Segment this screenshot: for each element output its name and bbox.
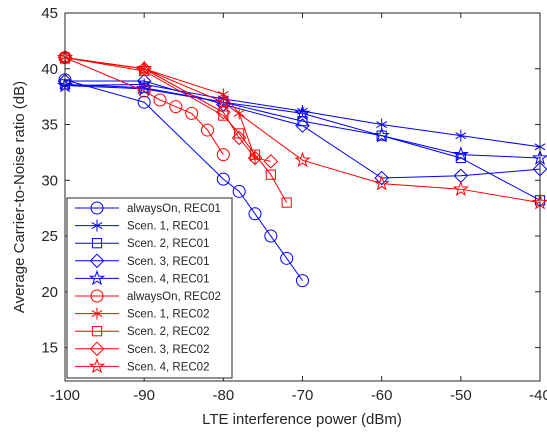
legend-marker-circle [90,201,104,215]
x-tick-label: -80 [212,387,234,404]
data-point-circle [201,123,214,137]
legend-label: alwaysOn, REC01 [127,203,221,215]
data-point-pentagram [136,60,153,76]
data-point-square [265,169,276,180]
legend-item: Scen. 2, REC02 [75,326,209,338]
legend-item: alwaysOn, REC01 [75,201,221,215]
data-point-circle [232,184,246,198]
legend-marker-circle [90,289,104,303]
legend-marker-square [91,238,103,249]
data-point-circle [216,148,230,162]
legend-marker-pentagram [88,357,106,374]
data-point-diamond [263,154,279,169]
data-point-diamond [136,73,152,89]
legend-label: Scen. 1, REC01 [127,221,209,233]
x-axis-label: LTE interference power (dBm) [202,411,402,428]
legend-marker-square [91,326,103,337]
data-point-circle [248,207,262,221]
data-point-pentagram [373,175,390,191]
data-point-asterisk [455,129,467,142]
data-point-circle [137,95,151,109]
y-tick-label: 15 [41,340,58,357]
data-point-pentagram [294,151,311,168]
legend-marker-pentagram [88,269,106,286]
legend-marker-diamond [89,253,105,269]
legend-label: Scen. 4, REC01 [127,273,209,285]
y-axis-label: Average Carrier-to-Noise ratio (dB) [11,81,28,313]
legend-label: Scen. 3, REC02 [127,344,209,356]
data-point-diamond [295,118,310,133]
legend-marker-diamond [89,341,105,357]
legend-item: Scen. 4, REC02 [75,357,209,374]
x-tick-label: -100 [50,387,80,404]
series-group [58,73,309,288]
legend-item: alwaysOn, REC02 [75,289,221,303]
series-line [64,84,541,159]
x-tick-label: -70 [292,387,314,404]
data-point-circle [137,84,151,98]
legend-item: Scen. 3, REC01 [75,253,209,269]
data-point-square [455,152,466,164]
y-tick-label: 30 [41,172,58,189]
legend-box [66,197,233,379]
legend-item: Scen. 4, REC01 [75,269,209,286]
data-point-pentagram [215,93,232,110]
y-tick-label: 20 [41,284,58,301]
series-line [64,57,224,155]
series-line [64,79,303,281]
legend-label: Scen. 4, REC02 [127,361,209,373]
legend-label: Scen. 1, REC02 [127,309,209,321]
y-tick-label: 45 [41,5,58,22]
data-point-diamond [216,104,231,120]
legend-label: Scen. 2, REC01 [127,238,209,250]
data-point-circle [216,172,230,186]
data-point-pentagram [452,146,469,162]
data-point-diamond [247,150,263,166]
x-tick-label: -50 [450,387,472,404]
legend-label: Scen. 2, REC02 [127,326,209,338]
legend-label: Scen. 3, REC01 [127,256,209,268]
x-tick-label: -40 [529,387,547,404]
data-point-square [281,197,292,208]
series-group [56,49,547,210]
legend-item: Scen. 3, REC02 [75,341,209,357]
data-point-circle [185,106,199,120]
series-line [64,57,541,204]
ticks-layer: -100 -90 -80 -70 -60 -50 -40 15 20 25 30 35 40 45 [41,5,547,404]
legend: alwaysOn, REC01 Scen. 1, REC01 Scen. 2, RE… [66,197,233,379]
y-tick-label: 40 [41,61,58,78]
legend-label: alwaysOn, REC02 [127,291,221,303]
series-layer [56,49,547,288]
data-point-pentagram [452,180,469,197]
data-point-circle [264,229,278,243]
x-tick-label: -60 [371,387,393,404]
data-point-square [218,110,229,121]
legend-marker-asterisk [91,307,103,320]
data-point-pentagram [294,104,311,121]
legend-item: Scen. 2, REC01 [75,238,209,250]
data-point-diamond [231,130,247,146]
y-tick-label: 35 [41,117,58,134]
data-point-circle [296,274,309,288]
x-tick-label: -90 [133,387,155,404]
data-point-circle [169,100,183,114]
data-point-square [249,149,261,160]
data-point-pentagram [373,127,390,143]
data-point-diamond [374,170,389,186]
y-tick-label: 25 [41,228,58,245]
data-point-circle [280,251,294,265]
legend-item: Scen. 1, REC02 [75,307,209,321]
data-point-circle [153,93,167,107]
legend-marker-asterisk [91,219,103,232]
legend-item: Scen. 1, REC01 [75,219,209,233]
